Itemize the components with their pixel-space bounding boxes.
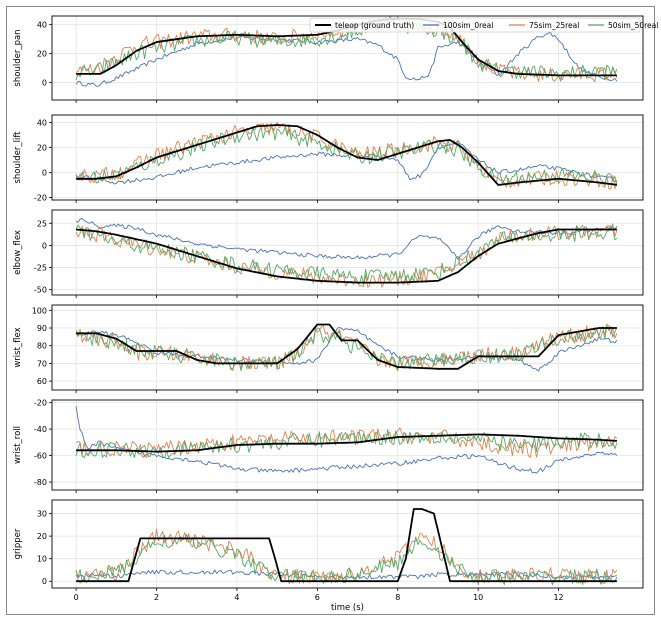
y-tick-label: 0 — [42, 79, 47, 88]
x-tick-label: 12 — [553, 593, 563, 602]
series-line-50sim-50real — [75, 325, 618, 372]
y-tick-label: -40 — [34, 425, 47, 434]
y-tick-label: -20 — [34, 399, 47, 408]
series-line-100sim-0real — [76, 140, 617, 185]
x-tick-label: 6 — [315, 593, 320, 602]
series-line-50sim-50real — [75, 224, 618, 285]
y-axis-label: wrist_flex — [13, 327, 23, 367]
y-tick-label: 30 — [37, 510, 47, 519]
y-tick-label: 40 — [37, 21, 47, 30]
axes-frame — [51, 499, 644, 589]
y-tick-label: -25 — [34, 264, 47, 273]
y-tick-label: 25 — [37, 219, 47, 228]
panel-wrist-flex: 60 70 80 90 100 wrist_flex — [13, 304, 644, 393]
x-tick-label: 8 — [395, 593, 400, 602]
y-tick-label: 20 — [37, 532, 47, 541]
panel-shoulder-pan: 0 20 40 shoulder_pan teleop (ground truth) 10… — [13, 15, 658, 103]
y-tick-label: 20 — [37, 144, 47, 153]
y-axis-label: elbow_flex — [13, 230, 23, 275]
y-tick-label: 70 — [37, 359, 47, 368]
y-axis-label: wrist_roll — [13, 426, 23, 464]
y-tick-label: 20 — [37, 50, 47, 59]
y-tick-label: 60 — [37, 377, 47, 386]
y-tick-label: -80 — [34, 478, 47, 487]
series-line-teleop-ground-truth- — [76, 323, 617, 370]
legend-label: 75sim_25real — [529, 21, 579, 30]
y-tick-label: -60 — [34, 452, 47, 461]
axes-frame — [51, 209, 644, 296]
x-tick-label: 4 — [234, 593, 239, 602]
y-tick-label: -50 — [34, 286, 47, 295]
legend-label: 100sim_0real — [443, 21, 493, 30]
series-line-50sim-50real — [75, 533, 618, 586]
legend-label: 50sim_50real — [608, 21, 658, 30]
panel-shoulder-lift: -20 0 20 40 shoulder_lift — [13, 114, 644, 203]
y-tick-label: 40 — [37, 119, 47, 128]
series-line-teleop-ground-truth- — [76, 433, 617, 453]
legend-label: teleop (ground truth) — [335, 21, 414, 30]
y-axis-label: shoulder_pan — [13, 29, 23, 86]
series-line-50sim-50real — [75, 19, 618, 82]
series-line-100sim-0real — [75, 31, 618, 87]
x-axis-label: time (s) — [331, 603, 364, 613]
legend-box — [309, 17, 641, 33]
y-tick-label: 0 — [42, 169, 47, 178]
y-tick-label: 100 — [32, 306, 47, 315]
axes-frame — [51, 15, 644, 101]
y-tick-label: 90 — [37, 324, 47, 333]
axes-frame — [51, 399, 644, 491]
x-tick-label: 10 — [473, 593, 483, 602]
panel-elbow-flex: -50 -25 0 25 elbow_flex — [13, 209, 644, 298]
y-tick-label: 0 — [42, 241, 47, 250]
legend: teleop (ground truth) 100sim_0real 75sim_2… — [309, 17, 658, 33]
series-line-100sim-0real — [75, 406, 618, 474]
axes-frame — [51, 114, 644, 201]
y-axis-label: gripper — [13, 528, 23, 559]
y-tick-label: -20 — [34, 194, 47, 203]
x-tick-label: 2 — [154, 593, 159, 602]
series-line-75sim-25real — [75, 528, 618, 585]
x-tick-label: 0 — [74, 593, 79, 602]
figure-border — [6, 6, 655, 615]
y-axis-label: shoulder_lift — [13, 131, 23, 184]
series-line-teleop-ground-truth- — [76, 228, 617, 284]
series-line-teleop-ground-truth- — [76, 124, 618, 186]
panel-wrist-roll: -80 -60 -40 -20 wrist_roll — [13, 399, 644, 493]
y-tick-label: 0 — [42, 577, 47, 586]
panel-gripper: 0 10 20 30 gripper 0 2 4 6 8 10 12 — [13, 499, 644, 602]
series-line-teleop-ground-truth- — [76, 508, 617, 583]
y-tick-label: 80 — [37, 342, 47, 351]
y-tick-label: 10 — [37, 555, 47, 564]
axes-frame — [51, 304, 644, 391]
